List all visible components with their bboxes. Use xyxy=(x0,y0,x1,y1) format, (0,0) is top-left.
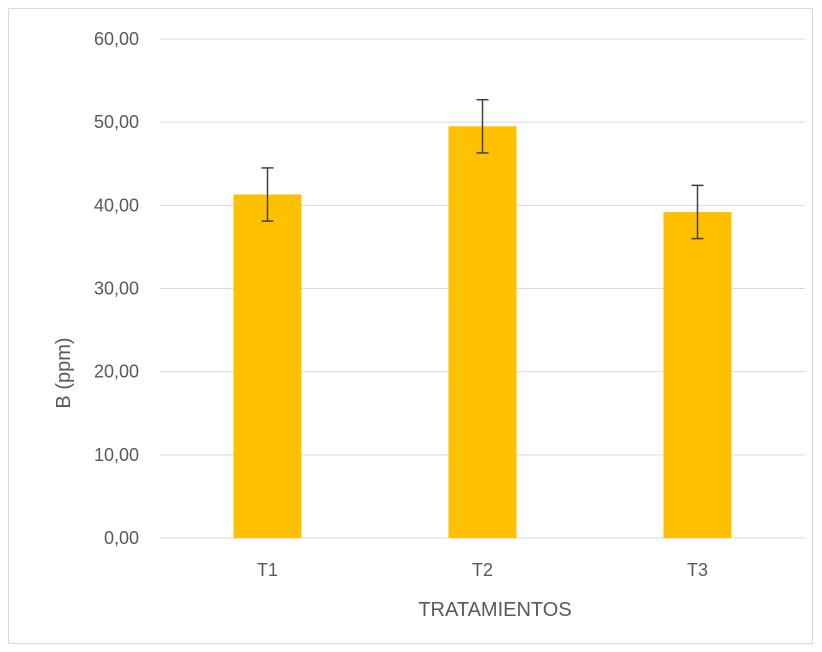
bar-t1 xyxy=(233,194,302,538)
y-axis-ticks: 0,00 10,00 20,00 30,00 40,00 50,00 60,00 xyxy=(94,29,139,548)
x-axis-ticks: T1 T2 T3 xyxy=(257,560,708,580)
error-bars xyxy=(261,98,704,240)
y-tick-label: 30,00 xyxy=(94,279,139,299)
bars xyxy=(233,126,732,538)
x-tick-label: T1 xyxy=(257,560,278,580)
x-axis-title: TRATAMIENTOS xyxy=(418,599,571,621)
bar-t2 xyxy=(448,126,517,538)
y-tick-label: 20,00 xyxy=(94,362,139,382)
x-tick-label: T3 xyxy=(687,560,708,580)
y-tick-label: 60,00 xyxy=(94,29,139,49)
y-tick-label: 10,00 xyxy=(94,445,139,465)
y-axis-title: B (ppm) xyxy=(53,337,75,408)
y-tick-label: 50,00 xyxy=(94,112,139,132)
y-tick-label: 40,00 xyxy=(94,195,139,215)
bar-t3 xyxy=(663,211,732,538)
y-tick-label: 0,00 xyxy=(104,528,139,548)
x-tick-label: T2 xyxy=(472,560,493,580)
